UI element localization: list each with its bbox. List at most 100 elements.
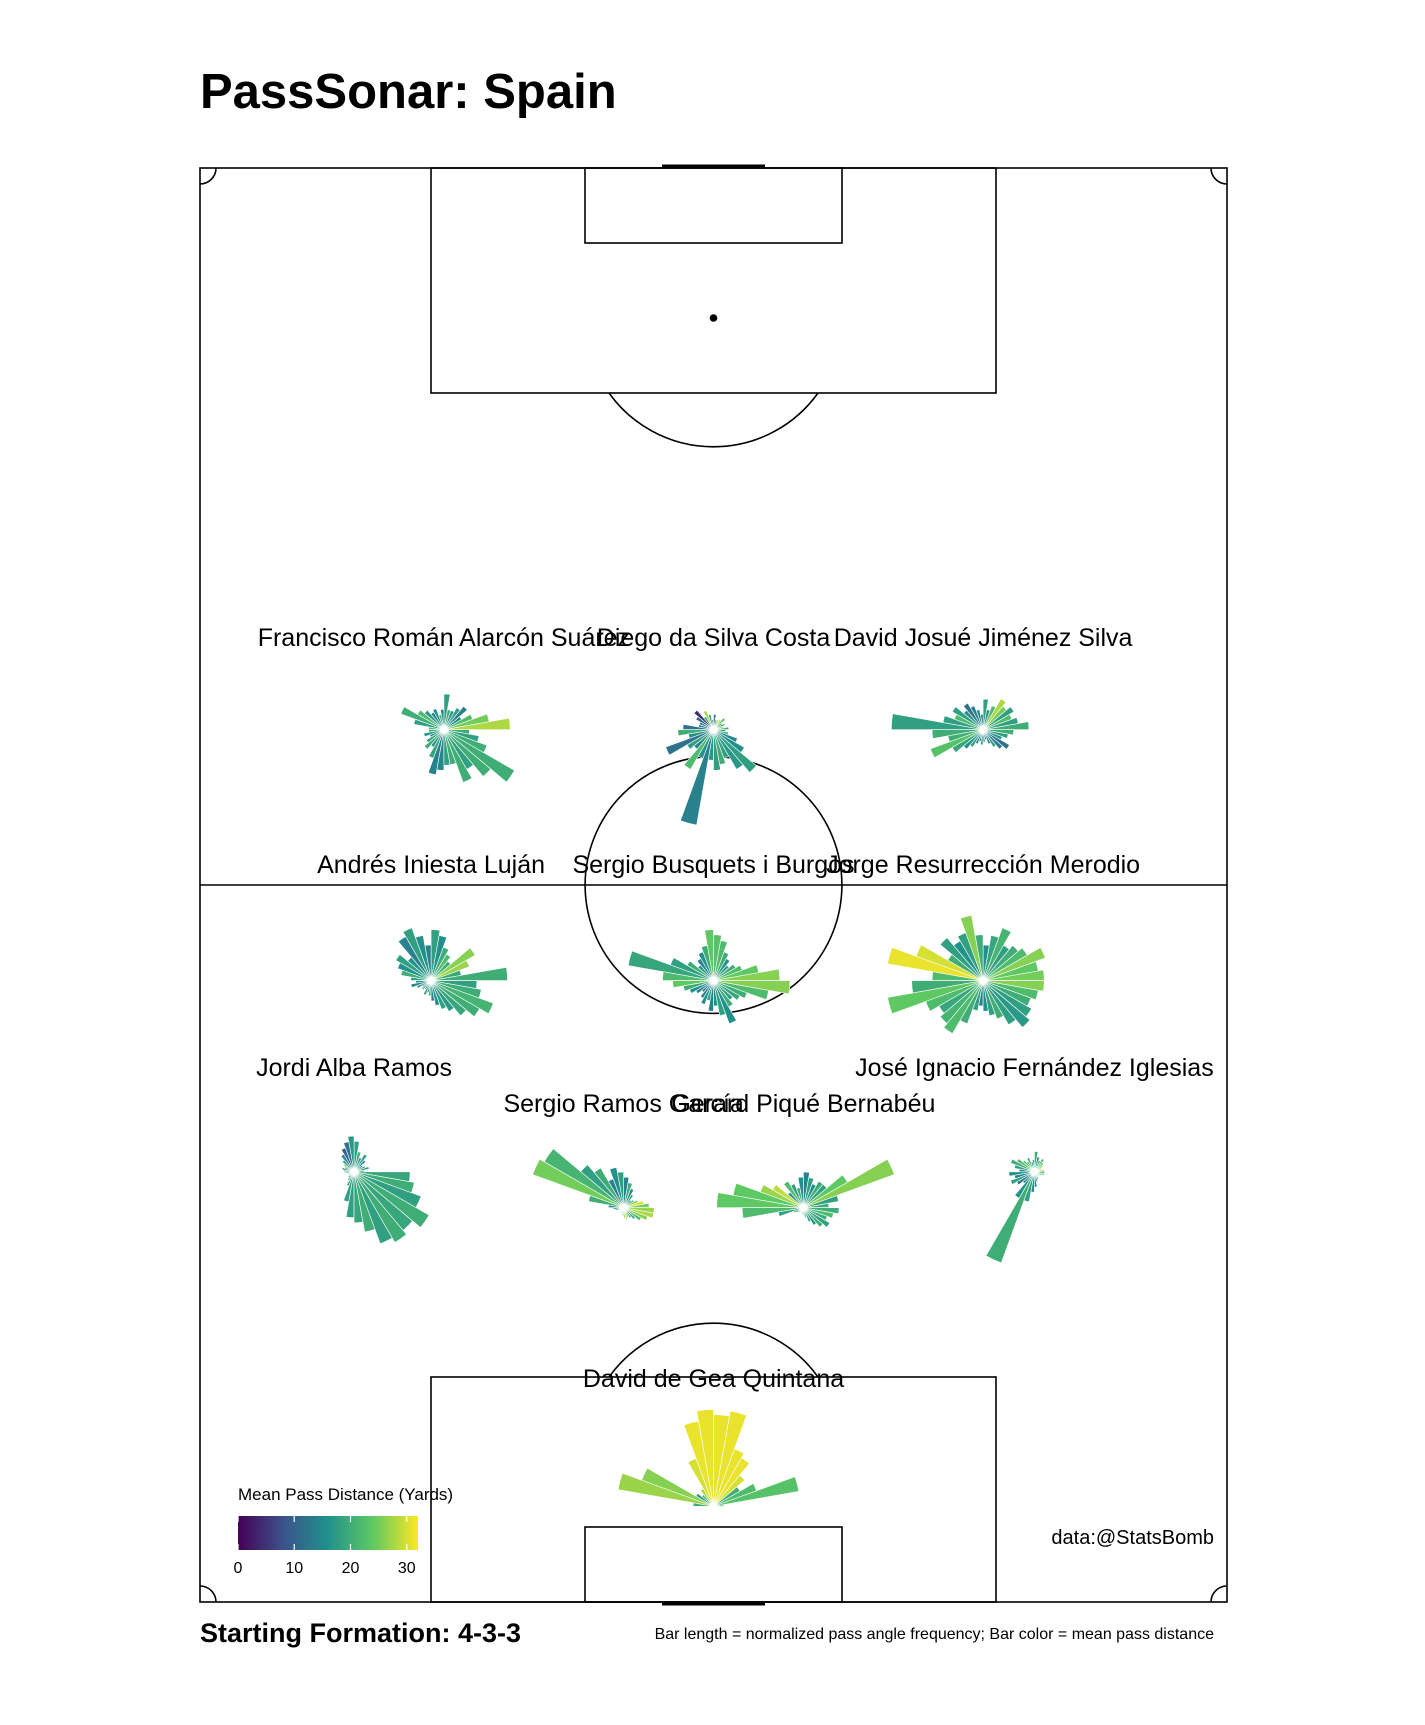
sonar-bar [443,729,480,743]
sonar-bar [943,980,984,1035]
sonar-bar [982,705,997,730]
sonar-bar [982,706,1015,730]
sonar-bar [410,976,432,981]
sonar-bar [713,714,717,730]
sonar-bar [686,729,714,750]
sonar-bar [353,1171,430,1228]
pitch [199,164,1228,1606]
sonar-bar [713,729,729,736]
corner-arc-top-right [1210,167,1228,185]
sonar-3 [395,927,508,1018]
sonar-bar [402,927,432,981]
sonar-bar [588,1195,624,1208]
top-penalty-arc [608,392,819,448]
sonar-bar [887,947,984,981]
sonar-bar [395,953,432,981]
sonar-bar [443,729,515,783]
sonar-bar [430,980,482,999]
sonar-bar [713,729,727,733]
sonar-bar [803,1180,824,1208]
sonar-bar [951,706,984,730]
legend-tick-label: 10 [285,1560,303,1577]
legend-title: Mean Pass Distance (Yards) [238,1485,453,1504]
sonar-bar [683,1420,714,1507]
chart-title: PassSonar: Spain [200,65,617,119]
sonar-bar [431,980,478,989]
caption: Bar length = normalized pass angle frequ… [655,1626,1215,1643]
sonar-bar [430,947,476,981]
player-label: José Ignacio Fernández Iglesias [855,1054,1214,1082]
sonar-bar [975,729,984,745]
sonar-2 [890,698,1030,759]
sonar-bar [951,729,984,754]
sonar-0 [400,693,515,783]
corner-arc-bottom-right [1210,1585,1228,1603]
sonar-bar [413,718,445,730]
sonar-bar [1034,1158,1045,1172]
sonar-bar [803,1174,848,1208]
sonar-bar [679,729,714,826]
sonar-bar [1034,1171,1045,1174]
sonar-bar [982,980,1033,1018]
sonar-bar [713,1410,748,1507]
sonar-bar [713,980,737,1025]
sonar-bar [683,729,714,770]
sonar-4 [627,929,791,1025]
player-sonars [340,693,1046,1507]
corner-arc-bottom-left [199,1585,217,1603]
sonar-bar [692,1502,714,1507]
sonar-bar [397,962,432,981]
sonar-bar [341,1167,355,1173]
sonar-bar [982,935,1000,981]
sonar-bar [713,980,734,1008]
color-legend: Mean Pass Distance (Yards) 0 10 20 30 [234,1485,454,1577]
player-label: David de Gea Quintana [583,1365,844,1393]
sonar-bar [699,1488,714,1507]
bottom-penalty-arc [608,1322,819,1378]
sonar-bar [423,980,432,996]
sonar-bar [700,980,714,1005]
sonar-bar [1023,1171,1035,1203]
sonar-bar [427,729,445,776]
sonar-bar [713,729,738,743]
sonar-bar [983,980,1045,992]
sonar-bar [400,969,432,981]
sonar-bar [925,980,984,1012]
formation-subtitle: Starting Formation: 4-3-3 [200,1618,521,1648]
sonar-bar [443,729,470,735]
corner-arc-top-left [199,167,217,185]
sonar-bar [713,980,791,995]
sonar-bar [443,707,461,730]
sonar-bar [400,706,445,730]
sonar-bar [713,718,722,730]
sonar-bar [341,1159,355,1173]
sonar-bar [430,980,494,1015]
sonar-bar [1034,1151,1039,1172]
sonar-bar [982,947,1046,981]
sonar-bar [713,963,736,981]
sonar-bar [665,729,714,756]
sonar-bar [713,1476,800,1507]
sonar-bar [985,1171,1035,1264]
legend-tick-label: 20 [342,1560,360,1577]
sonar-bar [443,705,468,730]
sonar-bar [983,729,1014,736]
sonar-bar [662,971,714,981]
sonar-bar [890,713,984,730]
sonar-bar [343,1163,355,1173]
sonar-bar [340,1153,355,1172]
sonar-bar [982,945,1019,981]
sonar-bar [1016,1171,1035,1186]
sonar-bar [957,932,984,981]
sonar-10 [617,1409,800,1507]
player-label: David Josué Jiménez Silva [834,624,1133,652]
sonar-bar [423,729,445,750]
player-label: Sergio Busquets i Burgos [572,851,854,879]
sonar-bar [695,980,714,995]
sonar-bar [627,950,714,981]
sonar-bar [443,729,488,754]
sonar-bar [1010,1158,1035,1173]
sonar-9 [985,1151,1045,1264]
sonar-bar [713,717,726,730]
